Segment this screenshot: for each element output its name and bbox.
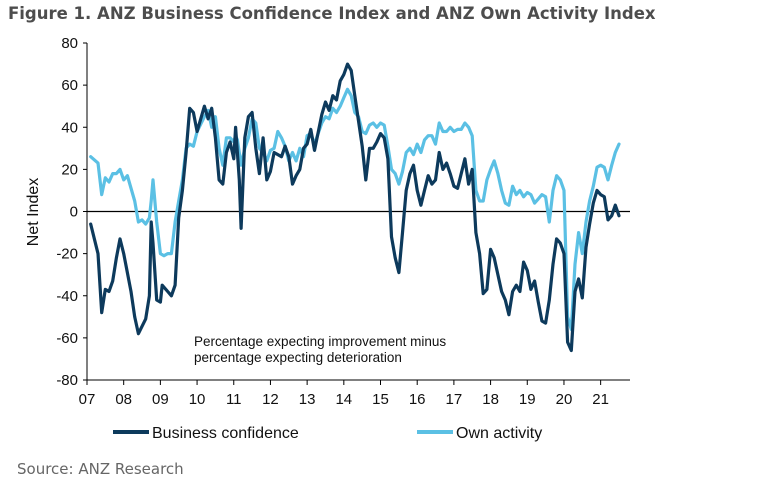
x-tick-label: 19 [519,391,536,408]
axis-layer: -80 -60 -40 -20 0 20 40 60 80 07 08 09 10 11 12 13 14 15 1… [56,35,630,408]
series-line-business-confidence [89,62,621,353]
y-tick-label: -60 [56,330,78,347]
x-tick-label: 09 [152,391,169,408]
x-tick-label: 13 [299,391,316,408]
y-tick-label: 40 [61,119,78,136]
y-tick-label: -40 [56,288,78,305]
y-tick-label: 80 [61,35,78,52]
y-tick-label: -20 [56,246,78,263]
annotation-line-1: Percentage expecting improvement minus [194,334,446,349]
x-tick-label: 11 [226,391,242,408]
x-tick-label: 12 [262,391,279,408]
x-tick-label: 21 [592,391,609,408]
x-tick-label: 08 [115,391,132,408]
source-note: Source: ANZ Research [17,460,184,478]
annotation-line-2: percentage expecting deterioration [194,350,402,365]
y-tick-label: 0 [70,204,78,221]
y-axis-label: Net Index [25,178,42,246]
legend-label-business-confidence: Business confidence [152,425,299,442]
x-tick-label: 07 [79,391,96,408]
chart-title: Figure 1. ANZ Business Confidence Index … [8,4,656,23]
x-tick-label: 14 [335,391,352,408]
y-tick-label: 20 [61,161,78,178]
legend: Business confidence Own activity [113,425,542,442]
series-layer [89,62,621,353]
y-tick-label: -80 [56,372,78,389]
y-tick-label: 60 [61,77,78,94]
x-tick-label: 18 [482,391,499,408]
legend-label-own-activity: Own activity [456,425,542,442]
x-tick-label: 20 [556,391,573,408]
x-tick-label: 16 [409,391,426,408]
x-tick-label: 15 [372,391,389,408]
x-tick-label: 17 [446,391,463,408]
x-tick-label: 10 [189,391,206,408]
